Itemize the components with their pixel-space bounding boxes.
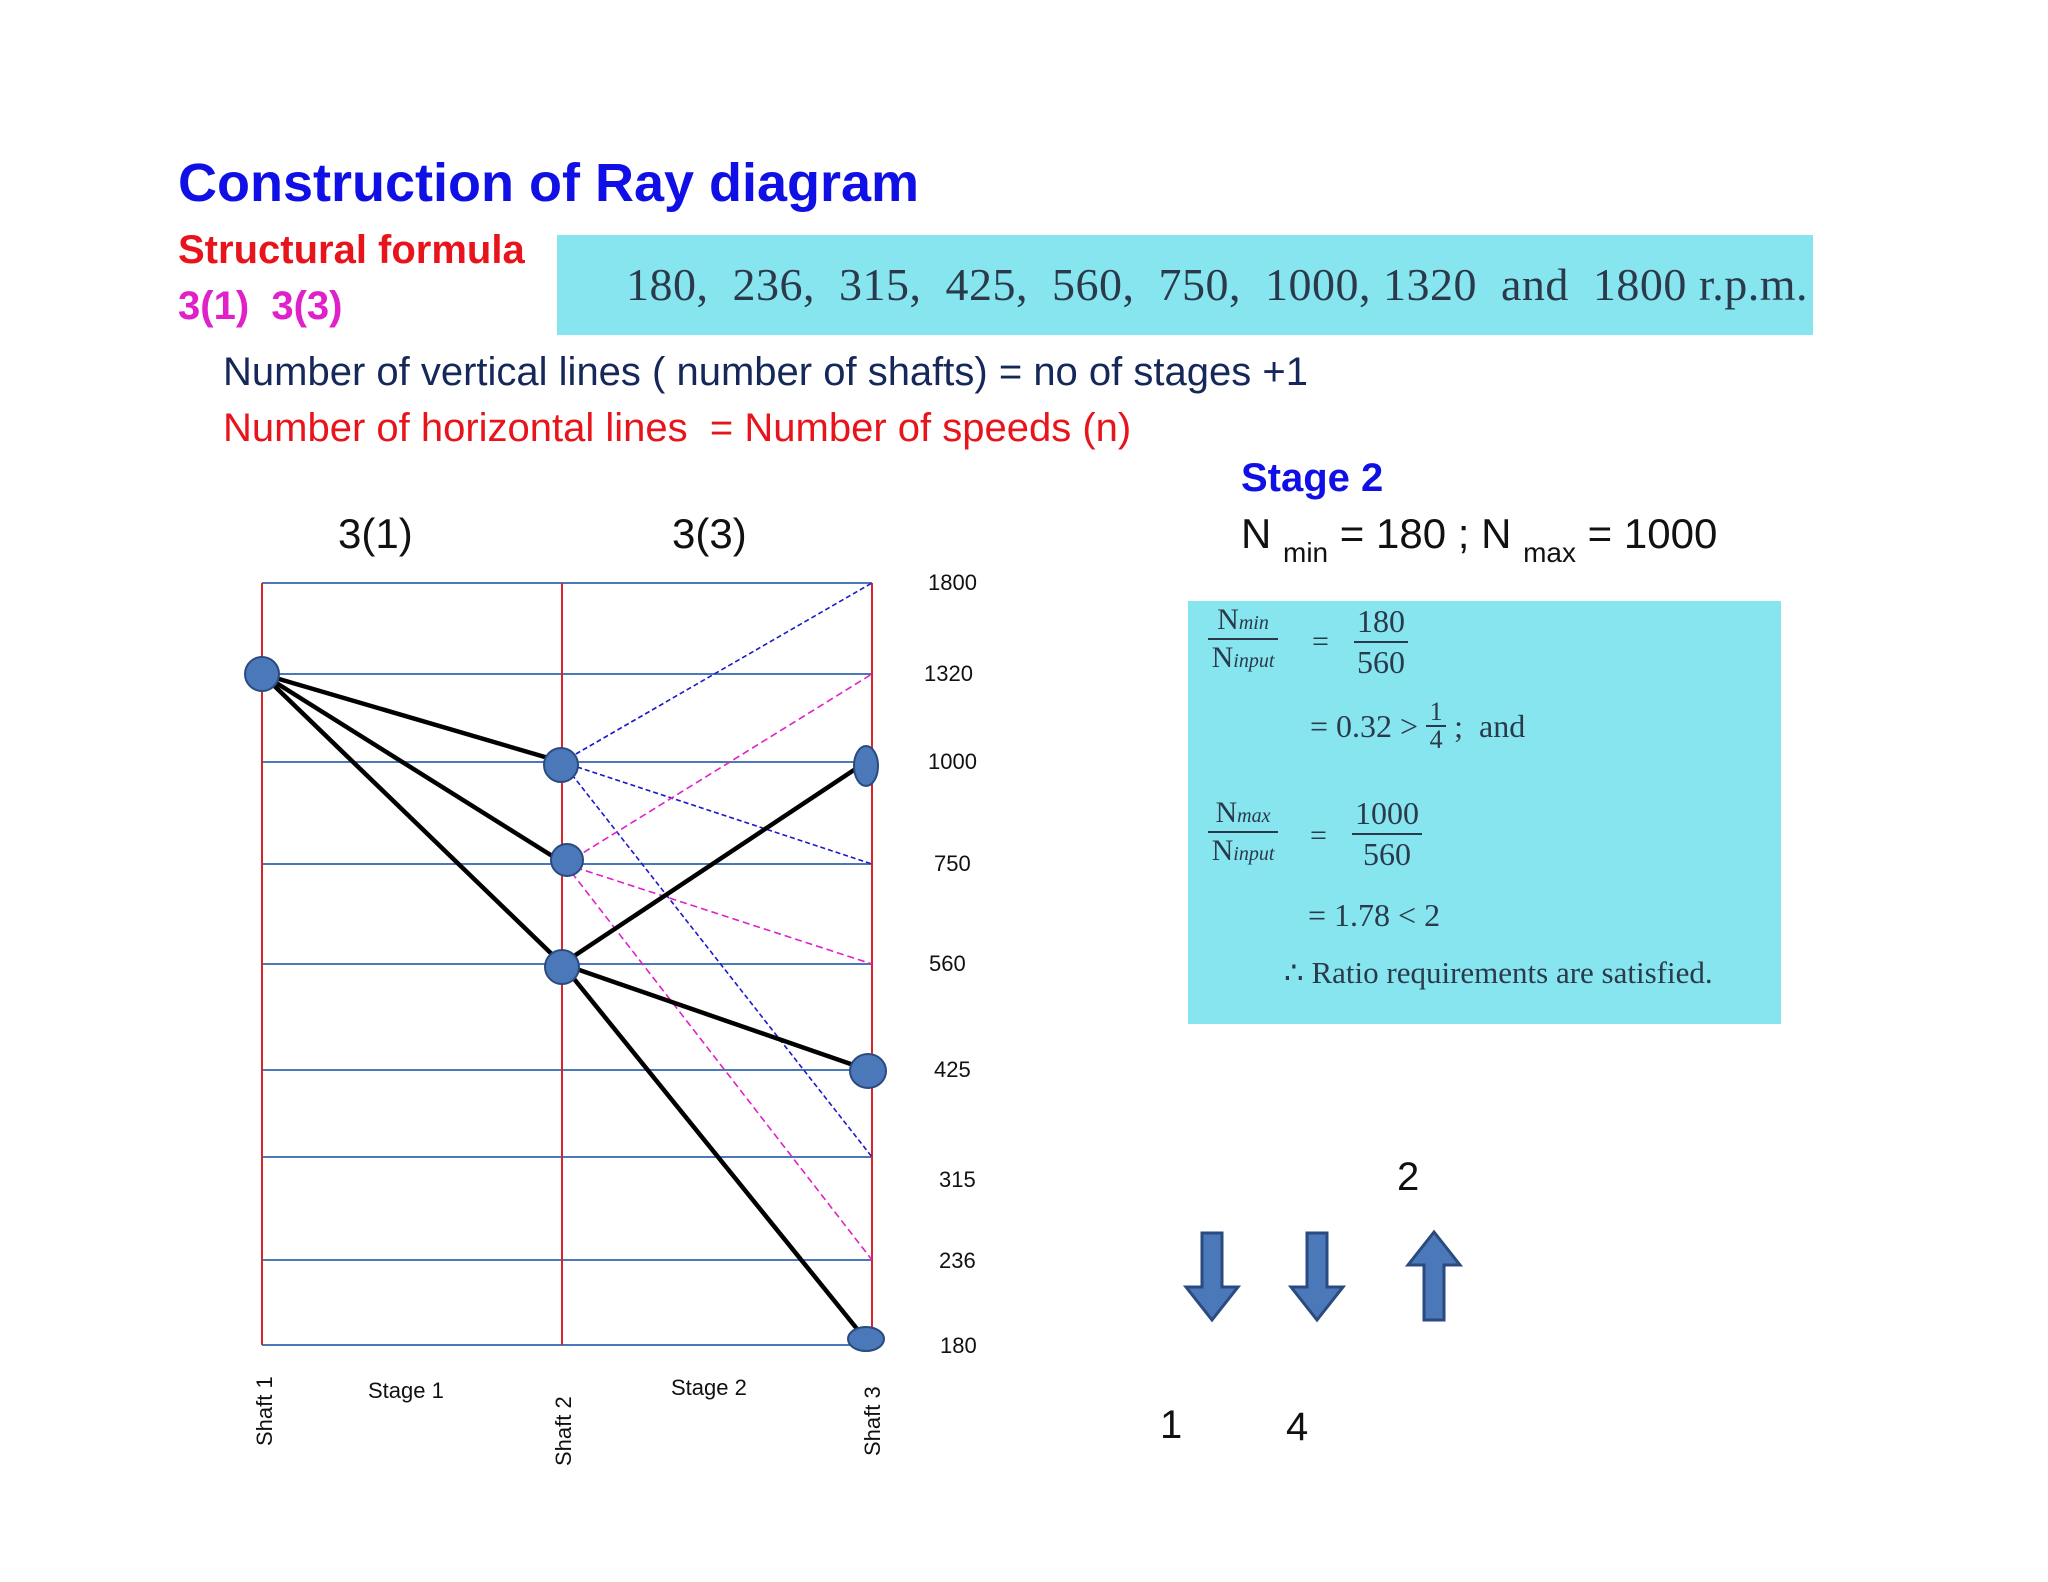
stage2-title: Stage 2 (1241, 456, 1384, 500)
nmin-term: Nmin (1208, 603, 1278, 637)
speed-nodes (244, 656, 887, 1352)
speed-label-1320: 1320 (924, 661, 973, 686)
node-shaft3-425 (849, 1053, 887, 1089)
speed-label-1000: 1000 (928, 749, 977, 774)
nmax-sub: max (1237, 805, 1271, 827)
n-min-max-line: N min = 180 ; N max = 1000 (1241, 510, 1718, 568)
quarter-bar (1426, 725, 1447, 727)
ninput-symbol-2: N (1211, 834, 1234, 867)
dashed-blue-rays (561, 582, 873, 1158)
ray-1320-560 (260, 672, 564, 966)
shaft3-label: Shaft 3 (860, 1386, 885, 1456)
node-shaft2-1000 (543, 747, 579, 783)
arrow-up-icon (1404, 1229, 1464, 1322)
ratio-calculation-panel (1188, 601, 1781, 1024)
stage1-formula-label: 3(1) (338, 510, 413, 557)
ratio-calculation: Nmin Ninput = 180 560 = 0.32 > 1 4 ; and… (1188, 601, 1781, 1024)
one-quarter-fraction: 1 4 (1426, 697, 1447, 754)
dash-ray-750-1320 (564, 673, 873, 865)
fraction-bar-3 (1208, 831, 1278, 833)
nmin-over-ninput: Nmin Ninput (1208, 603, 1278, 675)
n-max-subscript: max (1523, 537, 1576, 568)
shaft2-label: Shaft 2 (551, 1396, 576, 1466)
stage2-bottom-label: Stage 2 (671, 1375, 747, 1400)
ray-560-180 (560, 962, 868, 1342)
fraction-bar-2 (1354, 641, 1408, 643)
numerator-1000: 1000 (1355, 795, 1419, 831)
fraction-bar-4 (1352, 833, 1422, 835)
stage1-bottom-label: Stage 1 (368, 1378, 444, 1403)
speeds-list: 180, 236, 315, 425, 560, 750, 1000, 1320… (626, 259, 1808, 310)
arrow-down-icon (1287, 1231, 1347, 1323)
arrow-label-1: 1 (1160, 1403, 1183, 1447)
numerator-180: 180 (1357, 603, 1405, 639)
equals-1: = (1312, 625, 1329, 658)
denominator-560-1: 560 (1357, 644, 1405, 680)
nmax-over-ninput: Nmax Ninput (1208, 796, 1278, 868)
slide-title: Construction of Ray diagram (178, 153, 920, 213)
speed-label-180: 180 (940, 1333, 977, 1358)
nmax-term: Nmax (1208, 796, 1278, 830)
value-fraction-1: 180 560 (1354, 603, 1408, 681)
dash-ray-1000-315 (561, 761, 873, 1158)
structural-formula-value: 3(1) 3(3) (178, 284, 343, 328)
ninput-symbol-1: N (1211, 641, 1234, 674)
n-min-prefix: N (1241, 510, 1272, 557)
speed-label-315: 315 (939, 1167, 976, 1192)
node-shaft2-750 (550, 843, 584, 877)
dash-ray-750-560 (564, 863, 873, 965)
stage2-formula-label: 3(3) (672, 510, 747, 557)
quarter-den: 4 (1429, 725, 1443, 754)
arrow-label-4: 4 (1286, 1405, 1309, 1449)
dash-ray-1000-750 (561, 761, 873, 865)
ninput-term-2: Ninput (1208, 834, 1278, 868)
speeds-panel (557, 235, 1813, 335)
nmax-symbol: N (1215, 796, 1238, 829)
ray-560-425 (561, 961, 869, 1073)
rule-vertical-lines: Number of vertical lines ( number of sha… (223, 350, 1308, 394)
ratio-032: = 0.32 > (1310, 707, 1419, 744)
node-shaft3-180 (847, 1326, 885, 1352)
direction-arrows (1182, 1229, 1464, 1323)
node-shaft1-1320 (244, 656, 280, 692)
ninput-sub-2: input (1233, 843, 1275, 865)
arrow-label-2: 2 (1397, 1155, 1420, 1199)
and-text: ; and (1454, 707, 1526, 744)
speed-label-1800: 1800 (928, 570, 977, 595)
dash-ray-750-236 (564, 863, 873, 1261)
nmin-symbol: N (1217, 603, 1239, 636)
solid-rays (260, 671, 869, 1342)
speed-label-425: 425 (934, 1057, 971, 1082)
value-fraction-2: 1000 560 (1352, 795, 1422, 873)
ray-1320-1000 (261, 671, 563, 765)
structural-formula-label: Structural formula (178, 228, 525, 272)
n-min-subscript: min (1283, 537, 1329, 568)
ratio-conclusion: ∴ Ratio requirements are satisfied. (1284, 955, 1713, 990)
denominator-560-2: 560 (1363, 836, 1411, 872)
ray-1320-750 (260, 672, 567, 866)
n-max-value: = 1000 (1576, 510, 1718, 557)
nmin-sub: min (1238, 612, 1269, 634)
node-shaft2-560 (544, 949, 580, 985)
speed-label-750: 750 (934, 851, 971, 876)
shaft1-label: Shaft 1 (252, 1376, 277, 1446)
speed-label-236: 236 (939, 1248, 976, 1273)
ratio-line-2: = 0.32 > 1 4 ; and (1310, 699, 1525, 753)
quarter-num: 1 (1429, 697, 1443, 726)
ratio-178: = 1.78 < 2 (1308, 897, 1441, 933)
n-min-value: = 180 ; N (1328, 510, 1512, 557)
ninput-term-1: Ninput (1208, 641, 1278, 675)
ray-560-1000 (560, 760, 868, 966)
arrow-down-icon (1182, 1231, 1242, 1323)
equals-2: = (1310, 819, 1327, 852)
fraction-bar-1 (1208, 638, 1278, 640)
node-shaft3-1000 (853, 745, 879, 787)
dash-ray-1000-1800 (561, 582, 873, 763)
ninput-sub-1: input (1233, 650, 1275, 672)
rule-horizontal-lines: Number of horizontal lines = Number of s… (223, 406, 1132, 450)
speed-label-560: 560 (929, 951, 966, 976)
